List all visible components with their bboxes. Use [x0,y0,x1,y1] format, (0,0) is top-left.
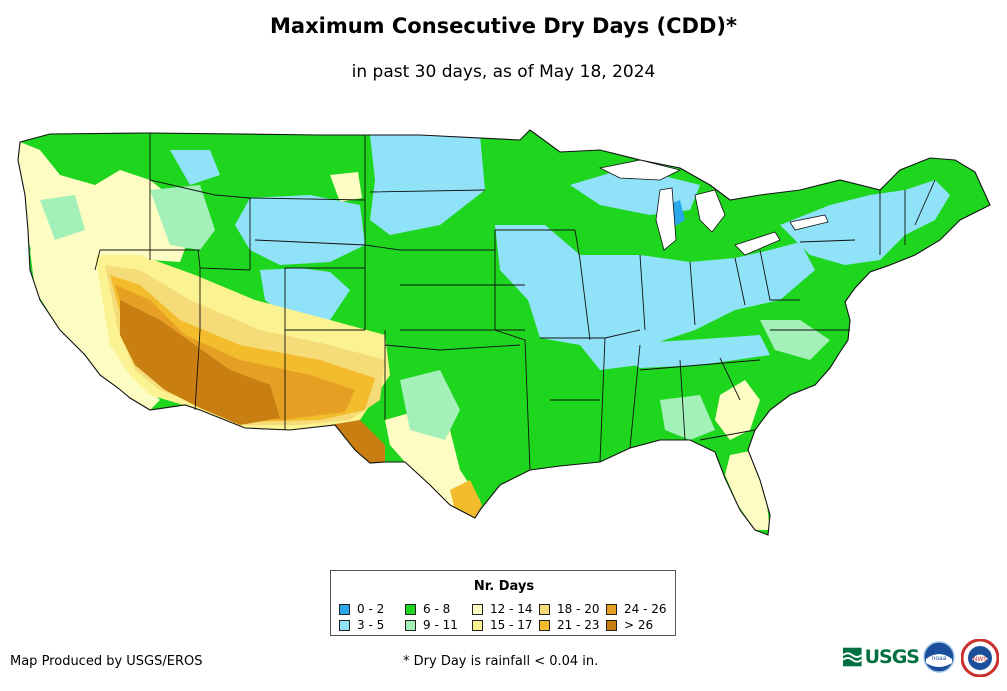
legend-label: > 26 [624,618,654,632]
lake-erie [734,231,781,256]
legend-swatch [606,603,617,615]
zone-9-11-texas [400,370,460,440]
lake-ontario [789,214,829,231]
dry-day-footnote: * Dry Day is rainfall < 0.04 in. [403,654,599,669]
zone-12-14-west [18,142,190,280]
nws-text: NWS [973,656,987,663]
zone-3-5-colorado [260,268,350,320]
zone-9-11-wa [40,195,85,240]
lake-huron [694,189,726,233]
usgs-wave-icon [843,647,862,667]
zone-12-14-ne-mt [330,172,362,202]
zone-3-5-wyoming [235,195,365,265]
noaa-logo-icon: noaa [923,641,955,673]
zone-over-26-west-texas [330,420,385,465]
legend-label: 6 - 8 [423,602,451,616]
legend-swatch [606,619,617,631]
legend-label: 15 - 17 [490,618,533,632]
map-title: Maximum Consecutive Dry Days (CDD)* [270,14,737,38]
legend-swatch [405,619,416,631]
legend-swatch [405,603,416,615]
lake-michigan [655,187,677,251]
legend-item-18-20: 18 - 20 [539,602,600,616]
zone-24-26-southwest [115,285,355,420]
zone-9-11-idaho [150,185,215,250]
lake-superior [598,159,682,181]
map-credit: Map Produced by USGS/EROS [10,654,203,669]
legend-label: 0 - 2 [357,602,385,616]
legend-label: 18 - 20 [557,602,600,616]
zone-3-5-mt-west [170,150,220,185]
legend-swatch [339,619,350,631]
legend-swatch [539,619,550,631]
legend-label: 24 - 26 [624,602,667,616]
legend-item-3-5: 3 - 5 [339,618,384,632]
zone-3-5-midwest [495,225,815,370]
legend-item-over-26: > 26 [606,618,653,632]
legend-label: 21 - 23 [557,618,600,632]
zone-over-26-arizona [120,300,280,425]
legend-swatch [339,603,350,615]
boundary-lines [94,133,936,471]
zone-3-5-northeast [780,180,950,265]
legend-swatch [472,603,483,615]
zone-3-5-northern-plains [370,135,485,235]
legend-label: 3 - 5 [357,618,385,632]
legend-label: 9 - 11 [423,618,458,632]
zone-9-11-georgia [660,395,715,440]
legend-item-21-23: 21 - 23 [539,618,600,632]
zone-21-23-south-texas [450,480,482,518]
legend-item-12-14: 12 - 14 [472,602,533,616]
legend-item-9-11: 9 - 11 [405,618,458,632]
legend-swatch [472,619,483,631]
cdd-map [17,129,991,536]
nws-logo-icon: NWS [961,639,999,677]
legend-label: 12 - 14 [490,602,533,616]
zone-12-14-sc [715,380,760,440]
usgs-wordmark: USGS [864,646,920,668]
zone-3-5-tennessee [600,335,770,368]
legend-swatch [539,603,550,615]
legend: Nr. Days 0 - 2 3 - 5 6 - 8 9 - 11 12 - 1… [330,570,676,636]
legend-item-6-8: 6 - 8 [405,602,450,616]
usgs-logo: USGS [843,644,920,670]
state-boundaries [94,133,936,471]
legend-item-0-2: 0 - 2 [339,602,384,616]
noaa-text: noaa [932,655,947,662]
legend-item-15-17: 15 - 17 [472,618,533,632]
legend-item-24-26: 24 - 26 [606,602,667,616]
legend-title: Nr. Days [473,579,535,594]
map-subtitle: in past 30 days, as of May 18, 2024 [351,62,656,82]
